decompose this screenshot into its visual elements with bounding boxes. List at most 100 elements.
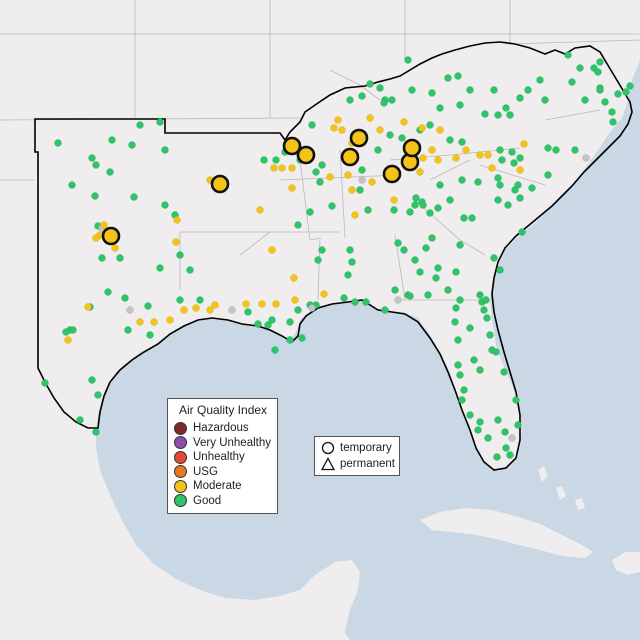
monitor-moderate[interactable] — [488, 164, 496, 172]
monitor-good[interactable] — [146, 331, 154, 339]
monitor-good[interactable] — [358, 92, 366, 100]
monitor-markers[interactable] — [41, 51, 634, 461]
monitor-good[interactable] — [390, 206, 398, 214]
monitor-good[interactable] — [156, 264, 164, 272]
monitor-moderate[interactable] — [64, 336, 72, 344]
monitor-good[interactable] — [318, 246, 326, 254]
monitor-good[interactable] — [458, 396, 466, 404]
monitor-good[interactable] — [98, 254, 106, 262]
monitor-good[interactable] — [512, 396, 520, 404]
monitor-moderate[interactable] — [272, 300, 280, 308]
monitor-good[interactable] — [130, 193, 138, 201]
monitor-good[interactable] — [416, 268, 424, 276]
monitor-good[interactable] — [306, 208, 314, 216]
monitor-good[interactable] — [482, 296, 490, 304]
monitor-good[interactable] — [294, 306, 302, 314]
monitor-good[interactable] — [161, 201, 169, 209]
monitor-good[interactable] — [176, 296, 184, 304]
monitor-no-data[interactable] — [358, 176, 366, 184]
monitor-good[interactable] — [516, 194, 524, 202]
monitor-good[interactable] — [494, 196, 502, 204]
monitor-moderate[interactable] — [242, 300, 250, 308]
monitor-good[interactable] — [468, 214, 476, 222]
monitor-good[interactable] — [496, 181, 504, 189]
monitor-good[interactable] — [456, 371, 464, 379]
monitor-good[interactable] — [492, 348, 500, 356]
monitor-good[interactable] — [94, 391, 102, 399]
monitor-good[interactable] — [272, 156, 280, 164]
monitor-good[interactable] — [426, 209, 434, 217]
monitor-good[interactable] — [88, 376, 96, 384]
monitor-no-data[interactable] — [126, 306, 134, 314]
monitor-moderate[interactable] — [366, 114, 374, 122]
monitor-moderate[interactable] — [334, 116, 342, 124]
monitor-good[interactable] — [458, 138, 466, 146]
monitor-moderate-major[interactable] — [402, 138, 422, 158]
monitor-good[interactable] — [411, 256, 419, 264]
monitor-good[interactable] — [404, 56, 412, 64]
monitor-good[interactable] — [91, 192, 99, 200]
monitor-good[interactable] — [388, 96, 396, 104]
monitor-moderate[interactable] — [516, 166, 524, 174]
monitor-good[interactable] — [594, 68, 602, 76]
monitor-good[interactable] — [108, 136, 116, 144]
monitor-moderate[interactable] — [92, 234, 100, 242]
monitor-good[interactable] — [362, 298, 370, 306]
monitor-good[interactable] — [518, 228, 526, 236]
monitor-good[interactable] — [308, 121, 316, 129]
monitor-good[interactable] — [106, 168, 114, 176]
monitor-moderate[interactable] — [173, 216, 181, 224]
monitor-good[interactable] — [456, 101, 464, 109]
monitor-good[interactable] — [446, 136, 454, 144]
monitor-moderate[interactable] — [390, 196, 398, 204]
monitor-good[interactable] — [524, 86, 532, 94]
monitor-good[interactable] — [596, 58, 604, 66]
monitor-good[interactable] — [428, 234, 436, 242]
monitor-good[interactable] — [571, 146, 579, 154]
monitor-moderate[interactable] — [288, 184, 296, 192]
monitor-moderate[interactable] — [166, 316, 174, 324]
monitor-good[interactable] — [436, 181, 444, 189]
monitor-good[interactable] — [484, 434, 492, 442]
monitor-good[interactable] — [494, 111, 502, 119]
monitor-good[interactable] — [386, 131, 394, 139]
monitor-good[interactable] — [496, 146, 504, 154]
monitor-good[interactable] — [41, 379, 49, 387]
monitor-moderate[interactable] — [268, 246, 276, 254]
monitor-no-data[interactable] — [228, 306, 236, 314]
monitor-moderate[interactable] — [258, 300, 266, 308]
monitor-good[interactable] — [516, 154, 524, 162]
monitor-moderate[interactable] — [111, 244, 119, 252]
monitor-good[interactable] — [490, 254, 498, 262]
monitor-good[interactable] — [496, 266, 504, 274]
monitor-good[interactable] — [298, 334, 306, 342]
monitor-moderate[interactable] — [84, 303, 92, 311]
monitor-good[interactable] — [576, 64, 584, 72]
monitor-good[interactable] — [428, 89, 436, 97]
monitor-moderate[interactable] — [419, 154, 427, 162]
monitor-good[interactable] — [581, 96, 589, 104]
monitor-good[interactable] — [506, 111, 514, 119]
monitor-good[interactable] — [444, 74, 452, 82]
monitor-good[interactable] — [481, 110, 489, 118]
monitor-good[interactable] — [502, 444, 510, 452]
monitor-good[interactable] — [411, 201, 419, 209]
monitor-good[interactable] — [398, 134, 406, 142]
monitor-good[interactable] — [434, 264, 442, 272]
monitor-good[interactable] — [504, 201, 512, 209]
monitor-moderate-major[interactable] — [296, 145, 316, 165]
monitor-no-data[interactable] — [394, 296, 402, 304]
monitor-good[interactable] — [474, 426, 482, 434]
monitor-moderate-major[interactable] — [101, 226, 121, 246]
monitor-good[interactable] — [454, 361, 462, 369]
monitor-good[interactable] — [454, 336, 462, 344]
monitor-good[interactable] — [500, 368, 508, 376]
monitor-good[interactable] — [312, 168, 320, 176]
monitor-good[interactable] — [260, 156, 268, 164]
monitor-good[interactable] — [494, 174, 502, 182]
monitor-moderate[interactable] — [326, 173, 334, 181]
monitor-good[interactable] — [254, 320, 262, 328]
monitor-good[interactable] — [186, 266, 194, 274]
monitor-good[interactable] — [476, 366, 484, 374]
